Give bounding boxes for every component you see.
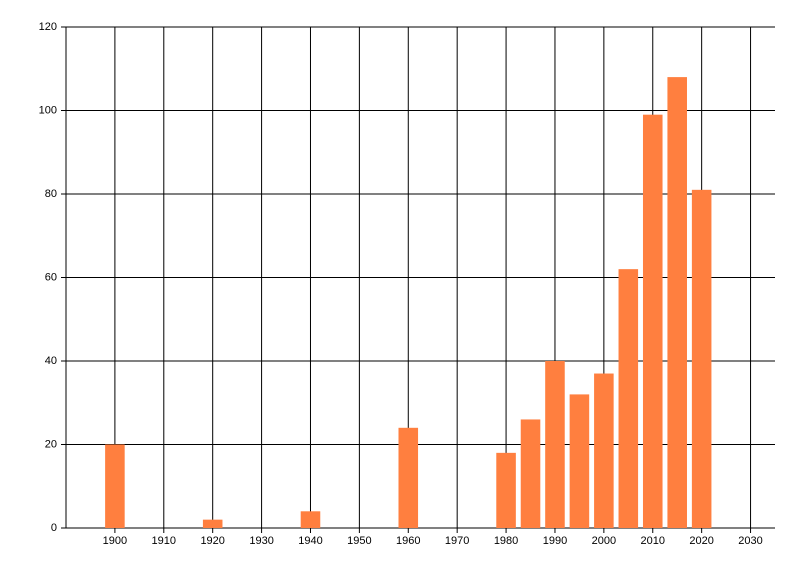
bar: [594, 373, 614, 528]
bar: [569, 394, 590, 528]
bar: [202, 519, 223, 528]
x-tick-label: 2000: [592, 535, 616, 547]
x-tick-label: 1980: [494, 535, 518, 547]
bar: [520, 419, 541, 528]
x-tick-label: 1970: [445, 535, 469, 547]
x-tick-label: 2020: [689, 535, 713, 547]
bar: [545, 361, 565, 528]
x-tick-label: 1920: [200, 535, 224, 547]
x-tick-label: 1900: [103, 535, 127, 547]
x-tick-label: 2010: [641, 535, 665, 547]
x-tick-label: 1950: [347, 535, 371, 547]
y-tick-label: 80: [45, 188, 57, 200]
bar: [398, 427, 419, 528]
x-tick-label: 2030: [738, 535, 762, 547]
x-tick-label: 1990: [543, 535, 567, 547]
bar: [618, 269, 639, 528]
x-tick-label: 1960: [396, 535, 420, 547]
x-tick-label: 1930: [249, 535, 273, 547]
y-tick-label: 120: [39, 21, 57, 33]
y-tick-label: 20: [45, 438, 57, 450]
bar: [642, 114, 663, 529]
bar: [667, 77, 687, 528]
y-tick-label: 60: [45, 271, 57, 283]
bar: [300, 511, 321, 528]
y-tick-label: 0: [51, 522, 57, 534]
bar: [105, 444, 125, 528]
y-tick-label: 40: [45, 355, 57, 367]
x-tick-label: 1910: [152, 535, 176, 547]
bar: [691, 189, 712, 528]
bar: [496, 452, 516, 528]
x-tick-label: 1940: [298, 535, 322, 547]
y-tick-label: 100: [39, 104, 57, 116]
